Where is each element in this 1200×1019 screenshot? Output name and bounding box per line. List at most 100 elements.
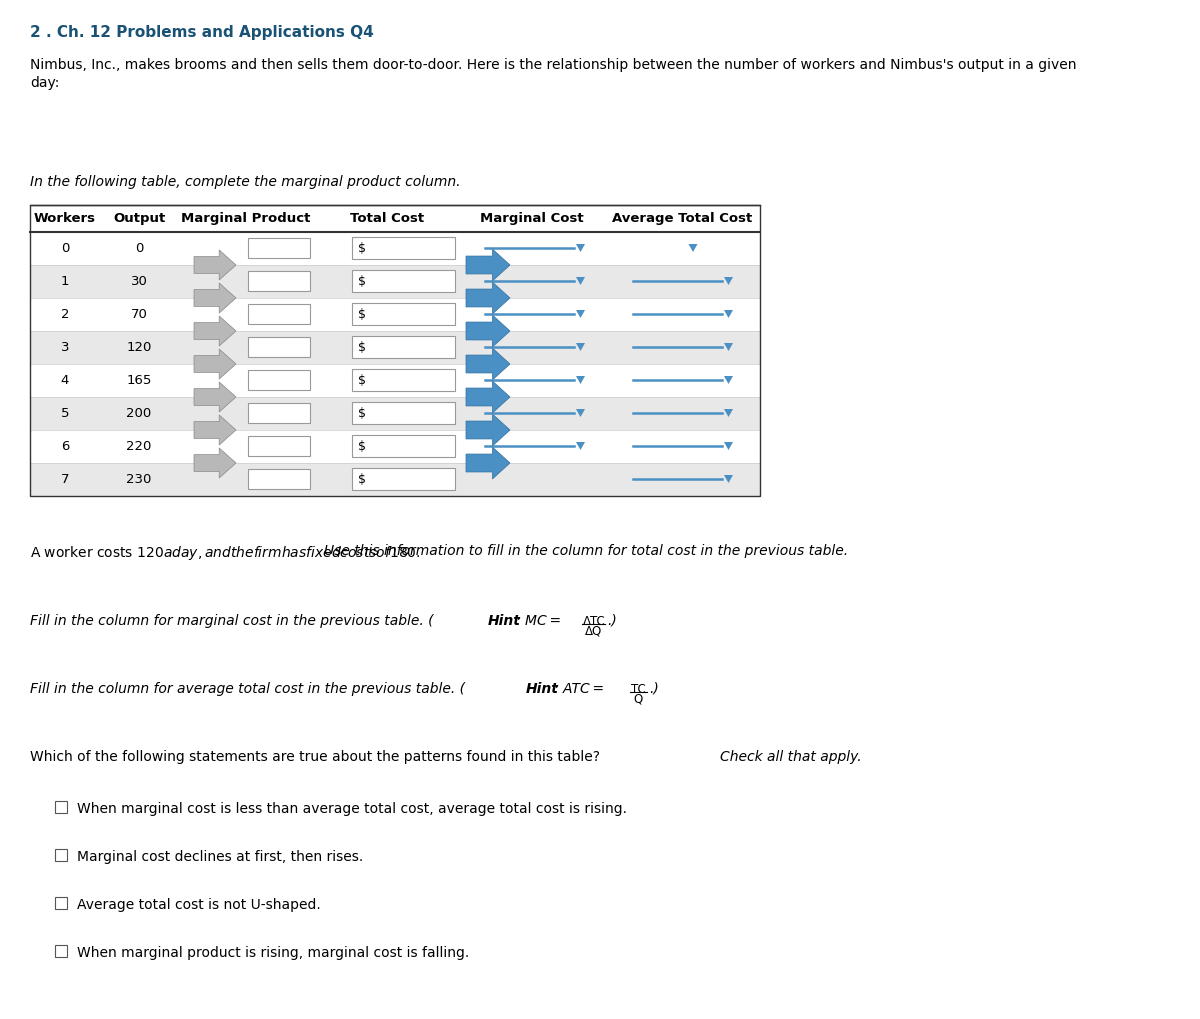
Polygon shape [576,244,586,252]
Polygon shape [466,315,510,347]
Text: $: $ [358,308,366,321]
Text: 165: 165 [126,374,151,386]
Text: 2 . Ch. 12 Problems and Applications Q4: 2 . Ch. 12 Problems and Applications Q4 [30,25,373,40]
Polygon shape [576,343,586,351]
Text: : MC =: : MC = [516,614,564,628]
Text: Use this information to fill in the column for total cost in the previous table.: Use this information to fill in the colu… [324,544,848,558]
Polygon shape [194,415,236,445]
Text: 0: 0 [61,242,70,255]
Bar [55,945,67,957]
Polygon shape [194,283,236,313]
Text: .): .) [649,682,659,696]
Text: day:: day: [30,76,59,90]
Polygon shape [194,382,236,412]
Bar [352,468,455,490]
Polygon shape [466,414,510,446]
Polygon shape [194,316,236,346]
Text: 6: 6 [61,439,70,452]
Bar [352,303,455,325]
Bar [30,463,760,496]
Bar [55,801,67,813]
Bar [248,403,310,423]
Polygon shape [576,409,586,417]
Text: 7: 7 [61,473,70,485]
Polygon shape [194,348,236,379]
Bar [352,369,455,391]
Bar [30,397,760,430]
Bar [248,469,310,489]
Bar [30,265,760,298]
Text: When marginal product is rising, marginal cost is falling.: When marginal product is rising, margina… [77,946,469,960]
Text: $: $ [358,242,366,255]
Text: 120: 120 [126,340,151,354]
Bar [30,298,760,331]
Text: Which of the following statements are true about the patterns found in this tabl: Which of the following statements are tr… [30,750,605,764]
Text: Fill in the column for average total cost in the previous table. (: Fill in the column for average total cos… [30,682,466,696]
Bar [55,897,67,909]
Bar [248,238,310,258]
Text: 220: 220 [126,439,151,452]
Text: $: $ [358,374,366,386]
Polygon shape [724,277,733,285]
Bar [352,237,455,259]
Text: 3: 3 [61,340,70,354]
Text: $: $ [358,439,366,452]
Text: 200: 200 [126,407,151,420]
Bar [30,331,760,364]
Bar [30,430,760,463]
Polygon shape [466,348,510,380]
Text: When marginal cost is less than average total cost, average total cost is rising: When marginal cost is less than average … [77,802,628,816]
Polygon shape [724,475,733,483]
Text: Hint: Hint [488,614,521,628]
Text: Hint: Hint [526,682,559,696]
Text: Q: Q [634,693,642,706]
Text: : ATC =: : ATC = [554,682,607,696]
Bar [248,337,310,357]
Text: Marginal Cost: Marginal Cost [480,212,584,224]
Text: $: $ [358,407,366,420]
Polygon shape [466,249,510,281]
Polygon shape [466,447,510,479]
Polygon shape [724,310,733,318]
Bar [352,403,455,424]
Text: 5: 5 [61,407,70,420]
Polygon shape [576,310,586,318]
Text: ΔQ: ΔQ [586,625,602,638]
Polygon shape [576,442,586,450]
Text: $: $ [358,274,366,287]
Polygon shape [576,376,586,384]
Text: 2: 2 [61,308,70,321]
Text: Check all that apply.: Check all that apply. [720,750,862,764]
Text: 70: 70 [131,308,148,321]
Bar [30,205,760,496]
Text: Marginal Product: Marginal Product [181,212,311,224]
Text: .): .) [607,614,617,628]
Bar [30,232,760,265]
Bar [248,370,310,390]
Polygon shape [724,442,733,450]
Polygon shape [689,244,697,252]
Text: Marginal cost declines at first, then rises.: Marginal cost declines at first, then ri… [77,850,364,864]
Text: 30: 30 [131,274,148,287]
Text: 4: 4 [61,374,70,386]
Bar [248,436,310,455]
Text: Fill in the column for marginal cost in the previous table. (: Fill in the column for marginal cost in … [30,614,433,628]
Text: Nimbus, Inc., makes brooms and then sells them door-to-door. Here is the relatio: Nimbus, Inc., makes brooms and then sell… [30,58,1076,72]
Polygon shape [194,250,236,280]
Bar [352,435,455,457]
Bar [30,205,760,232]
Polygon shape [466,381,510,413]
Polygon shape [724,409,733,417]
Text: $: $ [358,340,366,354]
Bar [30,364,760,397]
Text: Average Total Cost: Average Total Cost [612,212,752,224]
Text: Total Cost: Total Cost [350,212,424,224]
Text: $: $ [358,473,366,485]
Text: TC: TC [631,683,646,696]
Bar [352,336,455,358]
Bar [248,271,310,291]
Text: ΔTC: ΔTC [583,615,606,628]
Polygon shape [194,448,236,478]
Text: Output: Output [113,212,166,224]
Text: 1: 1 [61,274,70,287]
